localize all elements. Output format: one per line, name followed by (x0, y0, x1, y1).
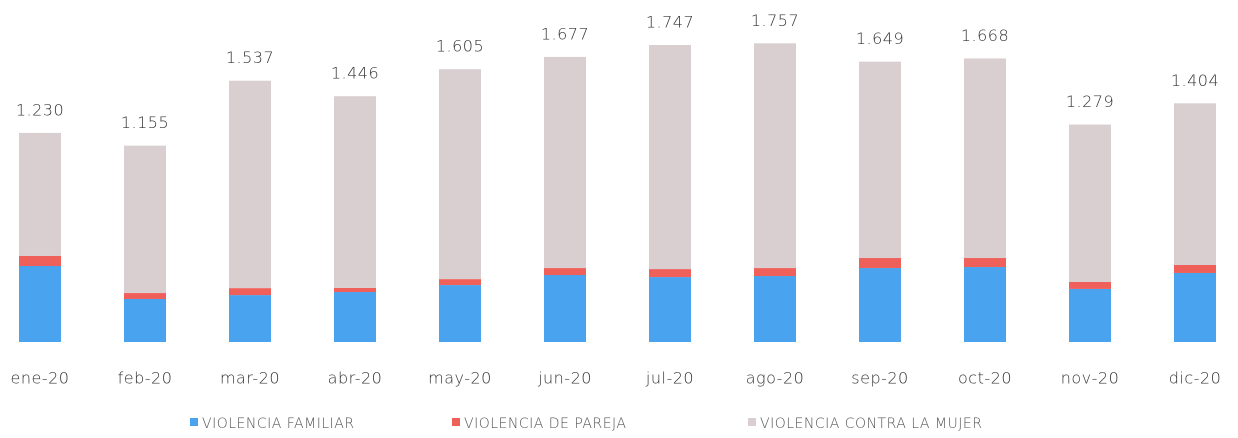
x-tick-label: abr-20 (328, 369, 383, 388)
bar-segment (124, 298, 166, 342)
bar-segment (229, 295, 271, 342)
legend-swatch (452, 418, 460, 426)
bar-segment (1069, 124, 1111, 282)
bar-segment (544, 275, 586, 342)
total-label: 1.230 (16, 100, 64, 119)
bar-segment (1069, 288, 1111, 342)
bar-segment (544, 56, 586, 269)
bar-segment (124, 293, 166, 299)
bar-segment (544, 268, 586, 276)
bar-segment (964, 58, 1006, 259)
bar-segment (19, 266, 61, 342)
bar-segment (334, 292, 376, 342)
total-label: 1.757 (751, 11, 799, 30)
total-label: 1.446 (331, 64, 379, 83)
bar-segment (19, 255, 61, 267)
bar-segment (1174, 264, 1216, 273)
x-tick-label: ago-20 (746, 369, 805, 388)
total-label: 1.404 (1171, 71, 1219, 90)
legend-swatch (748, 418, 756, 426)
total-label: 1.747 (646, 13, 694, 32)
bar-segment (1174, 272, 1216, 342)
bar-segment (229, 80, 271, 289)
total-label: 1.649 (856, 29, 904, 48)
bar-segment (649, 45, 691, 270)
x-tick-label: mar-20 (220, 369, 280, 388)
bar-segment (649, 269, 691, 278)
bar-segment (439, 279, 481, 286)
bar-segment (649, 277, 691, 342)
x-tick-label: may-20 (428, 369, 492, 388)
total-label: 1.537 (226, 48, 274, 67)
bar-segment (439, 69, 481, 280)
bar-segment (439, 285, 481, 342)
total-label: 1.668 (961, 26, 1009, 45)
bar-segment (334, 96, 376, 288)
legend-label: VIOLENCIA CONTRA LA MUJER (760, 416, 982, 432)
bar-segment (19, 132, 61, 256)
bar-segment (859, 268, 901, 342)
bar-segment (754, 43, 796, 269)
x-tick-label: jul-20 (645, 369, 694, 388)
total-label: 1.279 (1066, 92, 1114, 111)
legend-label: VIOLENCIA DE PAREJA (464, 416, 627, 432)
bar-segment (334, 287, 376, 293)
x-tick-label: oct-20 (958, 369, 1012, 388)
legend-label: VIOLENCIA FAMILIAR (202, 416, 355, 432)
bar-segment (124, 145, 166, 294)
x-tick-label: dic-20 (1169, 369, 1222, 388)
x-tick-label: jun-20 (537, 369, 592, 388)
bar-segment (964, 258, 1006, 268)
x-tick-label: sep-20 (851, 369, 908, 388)
x-tick-label: nov-20 (1061, 369, 1120, 388)
x-tick-label: feb-20 (118, 369, 173, 388)
total-label: 1.677 (541, 24, 589, 43)
bar-segment (754, 268, 796, 277)
bar-segment (1069, 281, 1111, 289)
x-tick-label: ene-20 (11, 369, 70, 388)
total-label: 1.155 (121, 113, 169, 132)
bar-segment (229, 288, 271, 296)
legend-swatch (190, 418, 198, 426)
bar-segment (859, 258, 901, 269)
bar-segment (964, 267, 1006, 342)
bar-segment (1174, 103, 1216, 265)
total-label: 1.605 (436, 37, 484, 56)
bar-segment (859, 61, 901, 259)
bar-segment (754, 276, 796, 342)
